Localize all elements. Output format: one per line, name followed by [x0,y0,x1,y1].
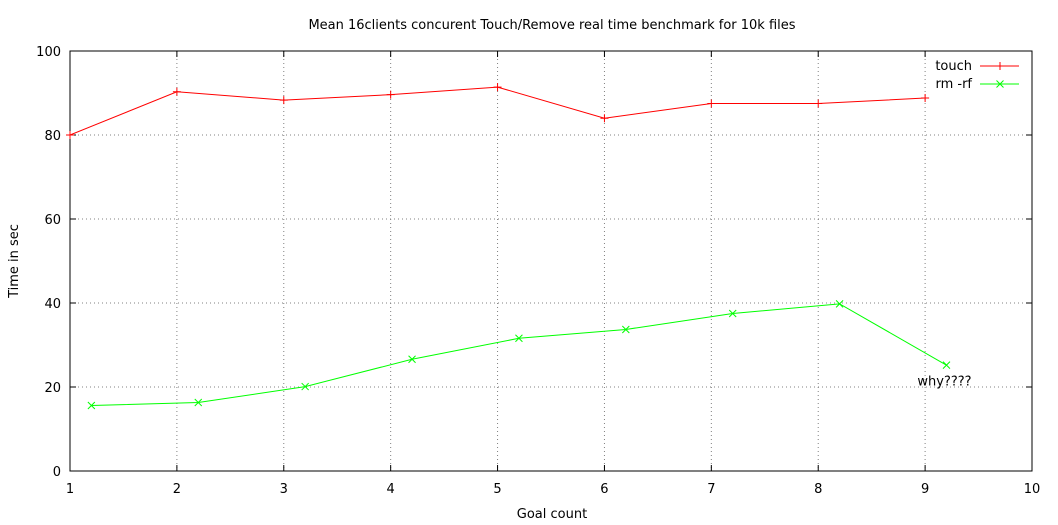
data-point-touch [921,94,930,103]
x-tick-label: 7 [707,482,715,497]
data-point-touch [493,83,502,92]
annotation-why: why???? [917,375,971,390]
data-point-touch [814,99,823,108]
grid-lines [70,51,1032,471]
data-point-touch [386,90,395,99]
x-tick-label: 1 [66,482,74,497]
x-tick-label: 8 [814,482,822,497]
x-tick-label: 4 [387,482,395,497]
data-point-rm-rf [835,299,844,308]
legend-label-rm-rf: rm -rf [935,77,972,92]
data-point-rm-rf [621,325,630,334]
x-tick-label: 9 [921,482,929,497]
data-point-rm-rf [87,401,96,410]
data-point-rm-rf [515,334,523,343]
data-point-touch [279,96,288,105]
x-tick-label: 6 [600,482,608,497]
y-tick-label: 0 [53,465,61,480]
data-point-rm-rf [942,361,951,370]
y-axis-label: Time in sec [7,224,22,299]
data-point-rm-rf [301,382,310,391]
legend-marker-rm-rf [996,80,1004,88]
legend: touch rm -rf [935,59,1019,92]
y-tick-label: 80 [44,129,61,144]
x-tick-label: 10 [1024,482,1041,497]
chart-title: Mean 16clients concurent Touch/Remove re… [308,18,795,33]
x-axis-label: Goal count [517,507,587,522]
y-tick-label: 60 [44,213,61,228]
legend-label-touch: touch [935,59,972,74]
data-point-touch [172,87,181,96]
plot-area-frame [69,50,1033,472]
series-group [66,83,951,410]
data-point-touch [707,99,716,108]
data-point-rm-rf [728,309,737,318]
y-tick-label: 20 [44,381,61,396]
data-point-rm-rf [408,355,416,364]
data-point-rm-rf [194,398,203,407]
y-tick-label: 100 [36,45,61,60]
legend-marker-touch [996,62,1004,70]
x-tick-label: 3 [280,482,288,497]
y-tick-label: 40 [44,297,61,312]
data-point-touch [600,114,609,123]
x-tick-label: 5 [493,482,501,497]
x-tick-label: 2 [173,482,181,497]
data-point-touch [66,131,74,139]
